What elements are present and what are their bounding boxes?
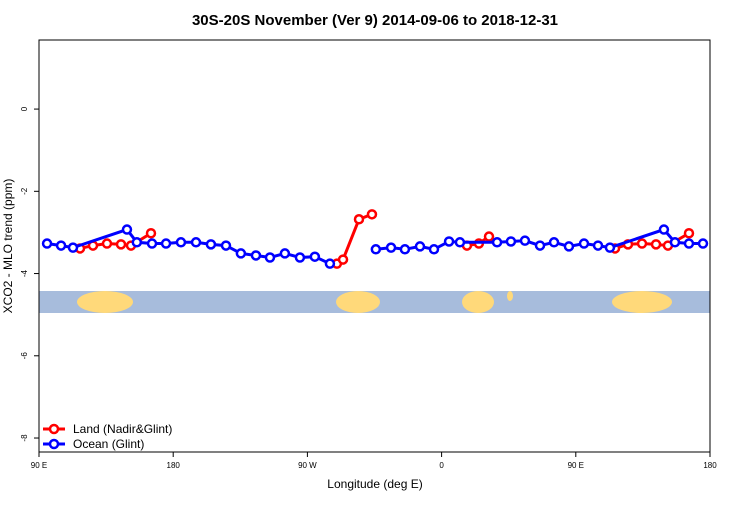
point xyxy=(101,238,113,249)
point xyxy=(205,239,217,250)
plot-frame xyxy=(38,39,711,453)
point xyxy=(578,238,590,249)
land-patch xyxy=(612,291,672,313)
point xyxy=(669,237,681,248)
point xyxy=(235,248,247,259)
point xyxy=(146,238,158,249)
x-tick-label: 0 xyxy=(439,461,444,470)
x-tick-label: 180 xyxy=(703,461,717,470)
point xyxy=(353,214,365,225)
legend: Land (Nadir&Glint)Ocean (Glint) xyxy=(43,422,172,451)
point xyxy=(505,236,517,247)
point xyxy=(385,242,397,253)
y-tick-label: -4 xyxy=(20,269,29,277)
land-patch xyxy=(462,291,494,313)
point xyxy=(683,238,695,249)
y-tick-label: 0 xyxy=(20,106,29,111)
point xyxy=(483,231,495,242)
y-tick-label: -2 xyxy=(20,187,29,195)
point xyxy=(115,239,127,250)
legend-marker xyxy=(48,423,60,435)
point xyxy=(67,242,79,253)
point xyxy=(399,244,411,255)
point xyxy=(41,238,53,249)
point xyxy=(121,224,133,235)
point xyxy=(604,242,616,253)
point xyxy=(519,235,531,246)
point xyxy=(279,248,291,259)
chart-title: 30S-20S November (Ver 9) 2014-09-06 to 2… xyxy=(192,12,558,29)
point xyxy=(636,238,648,249)
point xyxy=(592,240,604,251)
legend-label: Ocean (Glint) xyxy=(73,437,144,451)
point xyxy=(324,258,336,269)
point xyxy=(697,238,709,249)
point xyxy=(683,228,695,239)
point xyxy=(309,251,321,262)
x-tick-label: 90 E xyxy=(31,461,47,470)
point xyxy=(366,209,378,220)
map-band xyxy=(39,291,710,313)
point xyxy=(534,240,546,251)
y-tick-label: -6 xyxy=(20,352,29,360)
y-tick-label: -8 xyxy=(20,434,29,442)
point xyxy=(264,252,276,263)
x-tick-label: 180 xyxy=(167,461,181,470)
point xyxy=(175,237,187,248)
point xyxy=(190,237,202,248)
legend-marker xyxy=(48,438,60,450)
point xyxy=(563,241,575,252)
point xyxy=(337,254,349,265)
point xyxy=(650,239,662,250)
series-line xyxy=(79,212,690,265)
point xyxy=(454,237,466,248)
point xyxy=(160,238,172,249)
point xyxy=(370,244,382,255)
point xyxy=(220,240,232,251)
point xyxy=(443,236,455,247)
y-axis-label: XCO2 - MLO trend (ppm) xyxy=(1,179,15,314)
land-patch xyxy=(507,291,513,301)
point xyxy=(131,237,143,248)
x-axis-label: Longitude (deg E) xyxy=(327,477,422,491)
point xyxy=(658,224,670,235)
land-patch xyxy=(77,291,133,313)
x-tick-label: 90 W xyxy=(298,461,317,470)
point xyxy=(294,252,306,263)
point xyxy=(55,240,67,251)
point xyxy=(491,237,503,248)
point xyxy=(428,244,440,255)
land-patch xyxy=(336,291,380,313)
point xyxy=(145,228,157,239)
point xyxy=(414,241,426,252)
point xyxy=(548,237,560,248)
legend-label: Land (Nadir&Glint) xyxy=(73,422,172,436)
point xyxy=(250,250,262,261)
x-tick-label: 90 E xyxy=(568,461,584,470)
